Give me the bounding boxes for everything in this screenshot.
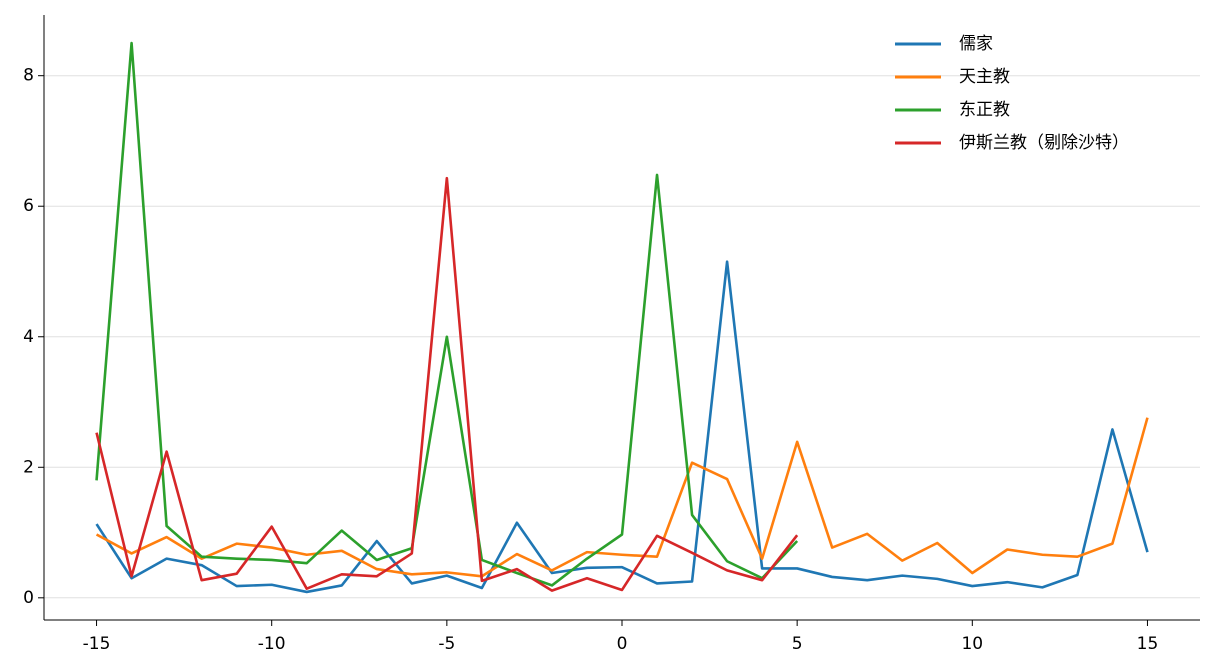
series-line bbox=[95, 176, 799, 592]
y-tick-label: 4 bbox=[23, 327, 34, 347]
legend-label: 东正教 bbox=[959, 100, 1010, 120]
x-tick-label: 0 bbox=[617, 634, 628, 654]
x-tick-label: 15 bbox=[1137, 634, 1159, 654]
y-tick-label: 6 bbox=[23, 196, 34, 216]
x-tick-label: 5 bbox=[792, 634, 803, 654]
y-tick-label: 0 bbox=[23, 588, 34, 608]
x-tick-label: -5 bbox=[438, 634, 455, 654]
y-tick-label: 2 bbox=[23, 457, 34, 477]
legend-label: 伊斯兰教（剔除沙特） bbox=[959, 133, 1129, 153]
x-tick-label: 10 bbox=[961, 634, 983, 654]
x-tick-label: -10 bbox=[258, 634, 286, 654]
x-tick-label: -15 bbox=[83, 634, 111, 654]
legend-label: 儒家 bbox=[959, 34, 993, 54]
series-line bbox=[95, 260, 1149, 594]
series-line bbox=[95, 417, 1149, 578]
legend-label: 天主教 bbox=[959, 67, 1010, 87]
y-tick-label: 8 bbox=[23, 66, 34, 86]
series-line bbox=[95, 41, 799, 587]
